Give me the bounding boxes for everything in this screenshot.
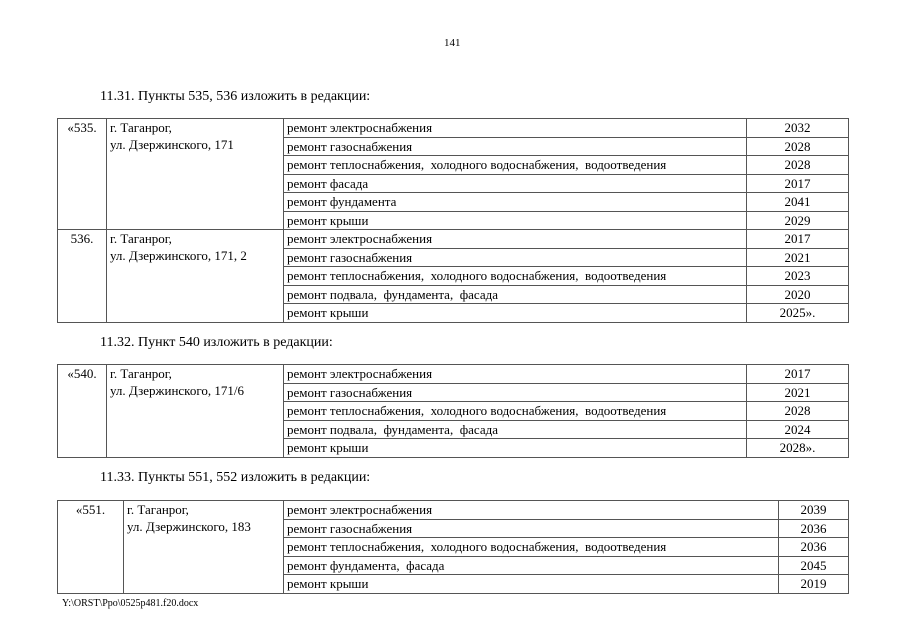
work-year: 2045 [778,555,849,575]
work-name: ремонт теплоснабжения, холодного водосна… [283,266,747,286]
section-heading: 11.31. Пункты 535, 536 изложить в редакц… [100,89,371,104]
work-year: 2021 [746,382,849,402]
work-name: ремонт крыши [283,438,747,458]
work-name: ремонт теплоснабжения, холодного водосна… [283,537,779,557]
table-row: ремонт подвала, фундамента, фасада 2020 [58,284,849,304]
work-year: 2024 [746,419,849,439]
table-row: ремонт газоснабжения 2028 [58,136,849,156]
table-row: ремонт крыши 2025». [58,303,849,323]
work-year: 2020 [746,284,849,304]
work-name: ремонт фасада [283,173,747,193]
table-row: «540. г. Таганрог, ул. Дзержинского, 171/6… [57,364,849,458]
table-row: ремонт крыши 2019 [58,574,849,594]
table-row: ремонт теплоснабжения, холодного водосна… [58,155,849,175]
table-row: ремонт теплоснабжения, холодного водосна… [58,266,849,286]
table-row: ремонт крыши 2028». [58,438,849,458]
work-year: 2028». [746,438,849,458]
work-name: ремонт подвала, фундамента, фасада [283,284,747,304]
work-name: ремонт крыши [283,210,747,230]
work-year: 2023 [746,266,849,286]
section-heading: 11.33. Пункты 551, 552 изложить в редакц… [100,470,371,485]
work-name: ремонт крыши [283,574,779,594]
table-row: ремонт подвала, фундамента, фасада 2024 [58,419,849,439]
address-line: ул. Дзержинского, 171, 2 [110,248,247,263]
table-row: «535. г. Таганрог, ул. Дзержинского, 171 ре… [57,118,849,230]
work-year: 2021 [746,247,849,267]
work-year: 2017 [746,364,849,384]
address-line: ул. Дзержинского, 171/6 [110,383,244,398]
work-year: 2036 [778,518,849,538]
work-name: ремонт газоснабжения [283,382,747,402]
works-table: «551. г. Таганрог, ул. Дзержинского, 183 ре… [57,500,849,594]
work-year: 2025». [746,303,849,323]
work-year: 2036 [778,537,849,557]
item-number: 536. [57,229,107,323]
item-address: г. Таганрог, ул. Дзержинского, 171, 2 [106,229,284,323]
address-line: г. Таганрог, [110,120,172,135]
table-row: «551. г. Таганрог, ул. Дзержинского, 183 ре… [57,500,849,594]
page-number: 141 [444,37,461,49]
work-year: 2028 [746,155,849,175]
work-year: 2017 [746,229,849,249]
work-name: ремонт электроснабжения [283,364,747,384]
work-name: ремонт газоснабжения [283,247,747,267]
section-heading: 11.32. Пункт 540 изложить в редакции: [100,335,333,350]
work-name: ремонт крыши [283,303,747,323]
table-row: ремонт газоснабжения 2021 [58,247,849,267]
item-number: «540. [57,364,107,458]
address-line: ул. Дзержинского, 171 [110,137,234,152]
work-name: ремонт фундамента [283,192,747,212]
item-number: «551. [57,500,124,594]
work-year: 2039 [778,500,849,520]
work-year: 2041 [746,192,849,212]
work-name: ремонт газоснабжения [283,136,747,156]
table-row: ремонт фундамента 2041 [58,192,849,212]
item-address: г. Таганрог, ул. Дзержинского, 183 [123,500,284,594]
address-line: г. Таганрог, [110,366,172,381]
works-table: «535. г. Таганрог, ул. Дзержинского, 171 ре… [57,118,849,323]
item-address: г. Таганрог, ул. Дзержинского, 171/6 [106,364,284,458]
work-name: ремонт фундамента, фасада [283,555,779,575]
work-name: ремонт электроснабжения [283,500,779,520]
address-line: г. Таганрог, [110,231,172,246]
address-line: ул. Дзержинского, 183 [127,519,251,534]
table-row: 536. г. Таганрог, ул. Дзержинского, 171, 2… [57,229,849,323]
work-year: 2019 [778,574,849,594]
work-year: 2028 [746,136,849,156]
work-name: ремонт подвала, фундамента, фасада [283,419,747,439]
table-row: ремонт крыши 2029 [58,210,849,230]
table-row: ремонт теплоснабжения, холодного водосна… [58,401,849,421]
table-row: ремонт фасада 2017 [58,173,849,193]
work-year: 2032 [746,118,849,138]
work-name: ремонт электроснабжения [283,229,747,249]
work-name: ремонт теплоснабжения, холодного водосна… [283,155,747,175]
table-row: ремонт теплоснабжения, холодного водосна… [58,537,849,557]
item-address: г. Таганрог, ул. Дзержинского, 171 [106,118,284,230]
item-number: «535. [57,118,107,230]
work-name: ремонт газоснабжения [283,518,779,538]
work-year: 2029 [746,210,849,230]
work-year: 2028 [746,401,849,421]
work-name: ремонт электроснабжения [283,118,747,138]
work-year: 2017 [746,173,849,193]
file-path-footer: Y:\ORST\Ppo\0525p481.f20.docx [62,598,199,609]
address-line: г. Таганрог, [127,502,189,517]
work-name: ремонт теплоснабжения, холодного водосна… [283,401,747,421]
works-table: «540. г. Таганрог, ул. Дзержинского, 171/6… [57,364,849,458]
